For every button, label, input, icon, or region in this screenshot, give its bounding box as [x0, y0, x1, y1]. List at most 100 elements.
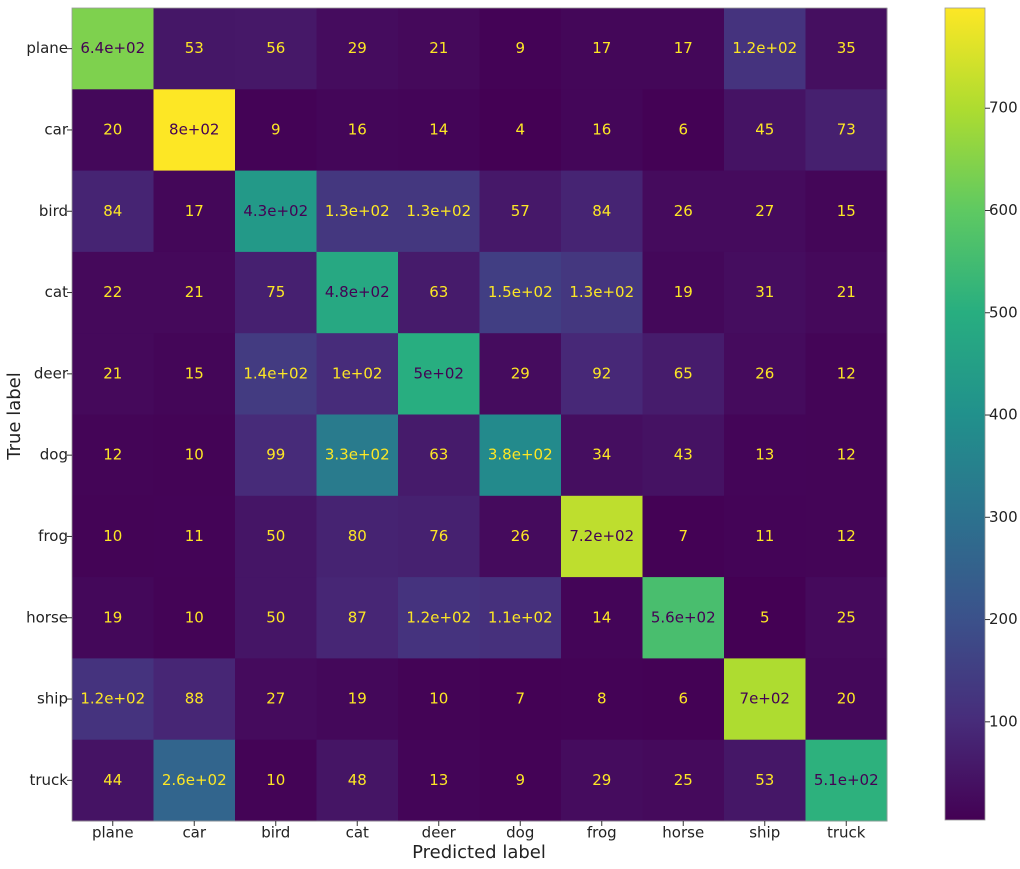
- cell-label: 19: [348, 690, 367, 708]
- heatmap-cell: [316, 414, 399, 497]
- cell-label: 8e+02: [169, 120, 219, 138]
- heatmap-cell: [805, 739, 888, 822]
- heatmap-cell: [398, 658, 480, 741]
- cell-label: 20: [103, 120, 122, 138]
- heatmap-cell: [235, 495, 317, 578]
- y-tick-label: dog: [40, 446, 68, 464]
- heatmap-cell: [642, 495, 725, 578]
- heatmap-cell: [153, 414, 236, 497]
- heatmap-cell: [561, 170, 643, 253]
- colorbar-tick-label: 600: [989, 201, 1018, 219]
- cell-label: 21: [429, 39, 448, 57]
- cell-label: 5e+02: [414, 364, 464, 382]
- heatmap-cell: [642, 577, 725, 659]
- heatmap-cell: [72, 577, 154, 659]
- plot-frame: [71, 7, 888, 822]
- heatmap-cell: [72, 8, 154, 90]
- heatmap-cell: [479, 89, 562, 172]
- cell-label: 19: [674, 283, 693, 301]
- cell-label: 7: [678, 527, 688, 545]
- cell-label: 4.3e+02: [243, 202, 308, 220]
- cell-label: 8: [597, 690, 607, 708]
- heatmap-cell: [724, 739, 806, 822]
- heatmap-cell: [724, 89, 806, 172]
- y-tick-label: plane: [26, 39, 68, 57]
- heatmap-cell: [805, 170, 888, 253]
- heatmap-cell: [805, 8, 888, 90]
- y-tick-label: truck: [30, 771, 69, 789]
- heatmap-cell: [153, 251, 236, 334]
- heatmap-cell: [561, 658, 643, 741]
- cell-label: 12: [103, 446, 122, 464]
- x-tick-label: dog: [506, 824, 534, 842]
- heatmap-cell: [316, 658, 399, 741]
- cell-label: 26: [674, 202, 693, 220]
- heatmap-cell: [153, 89, 236, 172]
- cell-label: 57: [511, 202, 530, 220]
- cell-label: 6.4e+02: [80, 39, 145, 57]
- cell-label: 1.4e+02: [243, 364, 308, 382]
- y-tick-label: ship: [37, 690, 68, 708]
- cell-label: 9: [515, 771, 525, 789]
- cell-label: 1.2e+02: [406, 608, 471, 626]
- cell-label: 11: [185, 527, 204, 545]
- cell-label: 13: [429, 771, 448, 789]
- heatmap-cell: [398, 333, 480, 415]
- cell-label: 10: [266, 771, 285, 789]
- cell-label: 1.3e+02: [406, 202, 471, 220]
- cell-label: 53: [755, 771, 774, 789]
- heatmap-cell: [724, 251, 806, 334]
- heatmap-cell: [72, 89, 154, 172]
- heatmap-cell: [316, 89, 399, 172]
- heatmap-cell: [479, 333, 562, 415]
- cell-label: 17: [674, 39, 693, 57]
- heatmap-cell: [642, 89, 725, 172]
- cell-label: 11: [755, 527, 774, 545]
- heatmap-cell: [235, 89, 317, 172]
- colorbar: [944, 7, 986, 821]
- cell-label: 35: [837, 39, 856, 57]
- cell-label: 17: [592, 39, 611, 57]
- y-tick-label: horse: [26, 608, 68, 626]
- cell-label: 5.6e+02: [651, 608, 716, 626]
- cell-label: 1.2e+02: [732, 39, 797, 57]
- cell-label: 14: [592, 608, 611, 626]
- cell-label: 87: [348, 608, 367, 626]
- heatmap-cell: [642, 251, 725, 334]
- cell-label: 75: [266, 283, 285, 301]
- cell-label: 6: [678, 120, 688, 138]
- heatmap-cell: [398, 170, 480, 253]
- heatmap-cell: [316, 8, 399, 90]
- heatmap-cell: [235, 8, 317, 90]
- heatmap-cell: [805, 495, 888, 578]
- cell-label: 7.2e+02: [569, 527, 634, 545]
- heatmap-cell: [235, 333, 317, 415]
- heatmap-cell: [235, 170, 317, 253]
- heatmap-cell: [479, 251, 562, 334]
- cell-label: 2.6e+02: [162, 771, 227, 789]
- heatmap-cell: [398, 251, 480, 334]
- cell-label: 34: [592, 446, 611, 464]
- heatmap-cell: [235, 577, 317, 659]
- heatmap-cell: [479, 414, 562, 497]
- cell-label: 21: [103, 364, 122, 382]
- heatmap-cell: [561, 577, 643, 659]
- cell-label: 5.1e+02: [814, 771, 879, 789]
- heatmap-cell: [235, 414, 317, 497]
- heatmap-cell: [724, 8, 806, 90]
- cell-label: 26: [511, 527, 530, 545]
- cell-label: 12: [837, 364, 856, 382]
- heatmap-cell: [72, 251, 154, 334]
- heatmap-cell: [642, 170, 725, 253]
- cell-label: 1.3e+02: [569, 283, 634, 301]
- cell-label: 15: [185, 364, 204, 382]
- cell-label: 1.5e+02: [488, 283, 553, 301]
- cell-label: 4: [515, 120, 525, 138]
- heatmap-cell: [153, 8, 236, 90]
- heatmap-cell: [153, 658, 236, 741]
- heatmap-cell: [479, 577, 562, 659]
- heatmap-cell: [642, 739, 725, 822]
- heatmap-cell: [398, 89, 480, 172]
- heatmap-cell: [642, 333, 725, 415]
- x-tick-label: bird: [261, 824, 290, 842]
